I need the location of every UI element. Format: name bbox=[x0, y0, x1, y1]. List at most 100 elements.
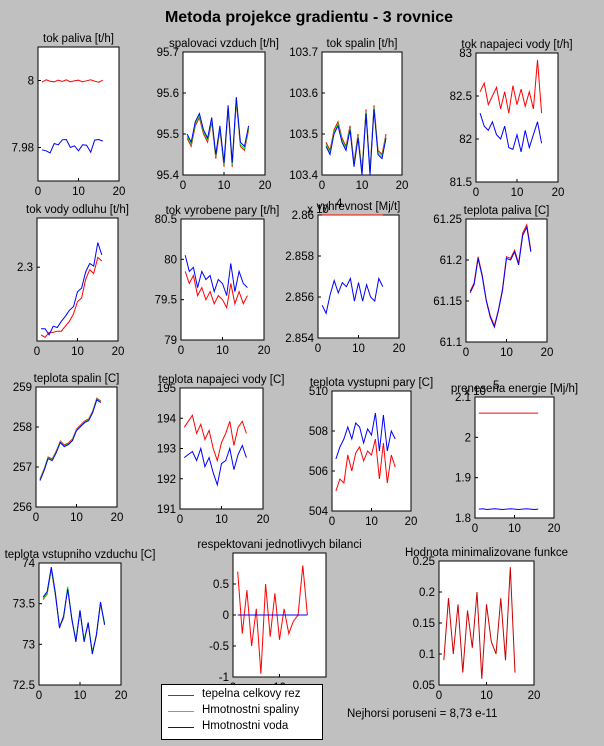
chart-title: respektovani jednotlivych bilanci bbox=[197, 539, 361, 551]
x-tick-label: 10 bbox=[356, 180, 369, 192]
y-tick-label: 0 bbox=[223, 610, 229, 622]
chart-13: teplota vstupniho vzduchu [C] 0 10 20 72.5 73… bbox=[5, 549, 156, 702]
series-line-3 bbox=[325, 109, 387, 176]
plot-area bbox=[37, 46, 120, 182]
x-tick-label: 0 bbox=[463, 347, 469, 359]
y-tick-label: 2.3 bbox=[17, 262, 33, 274]
x-tick-label: 0 bbox=[35, 186, 41, 198]
y-tick-label: -0.5 bbox=[209, 641, 229, 653]
chart-title: teplota vstupniho vzduchu [C] bbox=[5, 549, 156, 561]
y-tick-label: 8 bbox=[28, 76, 34, 88]
chart-title: Hodnota minimalizovane funkce bbox=[405, 547, 568, 559]
y-tick-label: 508 bbox=[309, 426, 328, 438]
figure-title: Metoda projekce gradientu - 3 rovnice bbox=[165, 9, 453, 26]
x-tick-label: 0 bbox=[34, 346, 40, 358]
axis-multiplier-exponent: 5 bbox=[493, 380, 499, 392]
x-tick-label: 0 bbox=[315, 343, 321, 355]
x-tick-label: 10 bbox=[500, 347, 513, 359]
series-line-2 bbox=[335, 412, 396, 460]
y-tick-label: 504 bbox=[309, 506, 329, 518]
y-tick-label: 61.1 bbox=[440, 337, 462, 349]
y-tick-label: 256 bbox=[13, 502, 32, 514]
legend-swatch-green bbox=[168, 711, 194, 712]
x-tick-label: 10 bbox=[480, 690, 493, 702]
y-tick-label: 95.5 bbox=[157, 129, 179, 141]
x-tick-label: 20 bbox=[259, 180, 272, 192]
worst-violation-note: Nejhorsi poruseni = 8,73 e-11 bbox=[347, 708, 498, 720]
x-tick-label: 20 bbox=[552, 187, 565, 199]
series-line-2 bbox=[41, 242, 103, 336]
y-tick-label: 95.6 bbox=[157, 88, 179, 100]
series-line-1 bbox=[183, 413, 247, 463]
y-tick-label: 95.4 bbox=[157, 170, 180, 182]
y-tick-label: 191 bbox=[157, 504, 176, 516]
y-tick-label: 2.854 bbox=[285, 333, 314, 345]
series-line-2 bbox=[321, 276, 384, 315]
x-tick-label: 10 bbox=[352, 343, 365, 355]
axis-multiplier-exponent: 4 bbox=[336, 198, 343, 210]
y-tick-label: 79 bbox=[164, 335, 177, 347]
x-tick-label: 20 bbox=[396, 180, 409, 192]
series-line-3 bbox=[42, 567, 106, 655]
y-tick-label: 257 bbox=[13, 462, 32, 474]
series-line-2 bbox=[479, 113, 543, 153]
plot-area bbox=[38, 562, 122, 686]
chart-1: tok paliva [t/h] 0 10 20 7.98 8 bbox=[12, 33, 126, 198]
series-line-1 bbox=[41, 79, 104, 83]
y-tick-label: 193 bbox=[157, 444, 176, 456]
x-tick-label: 10 bbox=[511, 187, 524, 199]
y-tick-label: 192 bbox=[157, 474, 176, 486]
chart-title: teplota napajeci vody [C] bbox=[159, 374, 285, 386]
x-tick-label: 20 bbox=[112, 346, 125, 358]
chart-title: spalovaci vzduch [t/h] bbox=[169, 38, 279, 50]
x-tick-label: 10 bbox=[71, 346, 84, 358]
chart-3: tok spalin [t/h] 0 10 20 103.4 103.5 103.6 103.… bbox=[289, 38, 408, 192]
plot-area bbox=[321, 51, 403, 176]
x-tick-label: 20 bbox=[528, 690, 541, 702]
series-line-1 bbox=[184, 271, 248, 310]
series-line-2 bbox=[184, 255, 248, 296]
y-tick-label: 73.5 bbox=[13, 599, 35, 611]
x-tick-label: 0 bbox=[178, 345, 184, 357]
y-tick-label: 259 bbox=[13, 382, 32, 394]
chart-9: teplota spalin [C] 0 10 20 256 257 258 259 bbox=[13, 373, 124, 524]
y-tick-label: 1.8 bbox=[455, 513, 471, 525]
y-tick-label: 506 bbox=[309, 466, 328, 478]
chart-title: tok vody odluhu [t/h] bbox=[26, 204, 129, 216]
chart-15: Hodnota minimalizovane funkce 0 10 20 0.05 0.… bbox=[405, 547, 568, 702]
x-tick-label: 0 bbox=[33, 512, 39, 524]
plot-area bbox=[35, 386, 118, 508]
chart-5: tok vody odluhu [t/h] 0 10 20 2.3 bbox=[17, 204, 129, 358]
y-tick-label: 1.9 bbox=[455, 473, 471, 485]
series-line-1 bbox=[40, 256, 103, 338]
plot-area bbox=[465, 218, 548, 343]
y-tick-label: 0.05 bbox=[413, 680, 435, 692]
legend-swatch-blue bbox=[168, 727, 194, 728]
x-tick-label: 10 bbox=[215, 514, 228, 526]
x-tick-label: 20 bbox=[115, 690, 128, 702]
chart-14: respektovani jednotlivych bilanci010-1-0… bbox=[197, 539, 361, 694]
plot-area bbox=[36, 217, 119, 342]
chart-title: tok spalin [t/h] bbox=[327, 38, 398, 50]
plot-area bbox=[475, 52, 559, 183]
series-line-2 bbox=[469, 225, 532, 329]
series-line-2 bbox=[478, 508, 539, 511]
y-tick-label: 0.2 bbox=[419, 587, 435, 599]
chart-8: teplota paliva [C] 0 10 20 61.1 61.15 61.2 61.2… bbox=[433, 205, 553, 359]
chart-title: teplota spalin [C] bbox=[34, 373, 120, 385]
x-tick-label: 10 bbox=[365, 516, 378, 528]
y-tick-label: 81.5 bbox=[450, 177, 472, 189]
chart-2: spalovaci vzduch [t/h] 0 10 20 95.4 95.5 95.6 9… bbox=[157, 38, 279, 192]
chart-6: tok vyrobene pary [t/h] 0 10 20 79 79.5 80 80.5 bbox=[155, 205, 280, 357]
series-line-2 bbox=[183, 444, 247, 487]
y-tick-label: 80 bbox=[164, 254, 177, 266]
y-tick-label: 95.7 bbox=[157, 47, 179, 59]
x-tick-label: 20 bbox=[405, 516, 418, 528]
chart-title: tok vyrobene pary [t/h] bbox=[166, 205, 280, 217]
x-tick-label: 10 bbox=[216, 345, 229, 357]
x-tick-label: 20 bbox=[393, 343, 406, 355]
legend: tepelna celkovy rez Hmotnostni spaliny H… bbox=[161, 684, 323, 740]
chart-12: prenesena energie [Mj/h]x 10 5 0 10 20 1.8 1.9… bbox=[451, 380, 578, 535]
y-tick-label: 0.5 bbox=[213, 579, 229, 591]
chart-title: tok paliva [t/h] bbox=[43, 33, 114, 45]
